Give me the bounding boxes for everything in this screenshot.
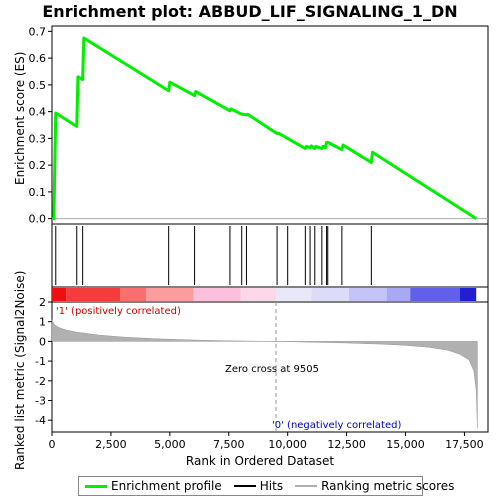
legend-label-enrichment: Enrichment profile bbox=[111, 479, 222, 493]
gradient-segment bbox=[146, 288, 194, 301]
x-axis-label: Rank in Ordered Dataset bbox=[185, 454, 335, 468]
metric-y-tick-label: -2 bbox=[35, 375, 46, 388]
gradient-segment bbox=[386, 288, 411, 301]
legend-swatch-hits bbox=[233, 485, 256, 487]
zero-cross-label: Zero cross at 9505 bbox=[225, 364, 319, 375]
metric-y-tick-label: 2 bbox=[39, 296, 46, 309]
es-y-axis-label: Enrichment score (ES) bbox=[13, 51, 27, 185]
legend-label-ranking: Ranking metric scores bbox=[321, 479, 455, 493]
hits-panel bbox=[51, 223, 489, 288]
es-y-tick-label: 0.4 bbox=[29, 106, 47, 119]
metric-y-tick-label: -3 bbox=[35, 394, 46, 407]
legend-item-hits: Hits bbox=[233, 479, 284, 493]
negative-correlated-label: '0' (negatively correlated) bbox=[272, 420, 401, 431]
es-y-tick-label: 0.0 bbox=[29, 213, 47, 226]
metric-y-tick-label: -4 bbox=[35, 414, 46, 427]
metric-y-axis-label: Ranked list metric (Signal2Noise) bbox=[13, 270, 27, 470]
legend-item-enrichment: Enrichment profile bbox=[85, 479, 222, 493]
gradient-segment bbox=[52, 288, 67, 301]
legend-item-ranking: Ranking metric scores bbox=[295, 479, 454, 493]
es-panel: 0.0 0.1 0.2 0.3 0.4 0.5 0.6 0.7 bbox=[29, 25, 489, 226]
es-y-tick-label: 0.3 bbox=[29, 132, 47, 145]
enrichment-profile-line bbox=[52, 36, 478, 221]
gradient-segment bbox=[459, 288, 477, 301]
legend-label-hits: Hits bbox=[259, 479, 284, 493]
hits-frame bbox=[51, 223, 489, 288]
metric-y-tick-label: 1 bbox=[39, 316, 46, 329]
x-tick-label: 5,000 bbox=[154, 438, 186, 451]
legend: Enrichment profile Hits Ranking metric s… bbox=[78, 476, 454, 496]
legend-swatch-enrichment bbox=[85, 484, 107, 488]
x-tick-label: 12,500 bbox=[327, 438, 366, 451]
gradient-segment bbox=[240, 288, 277, 301]
gradient-segment bbox=[193, 288, 241, 301]
es-y-tick-label: 0.7 bbox=[29, 25, 47, 38]
chart-title: Enrichment plot: ABBUD_LIF_SIGNALING_1_D… bbox=[42, 2, 458, 21]
x-tick-label: 0 bbox=[49, 438, 56, 451]
es-y-tick-label: 0.2 bbox=[29, 159, 47, 172]
metric-y-tick-label: 0 bbox=[39, 335, 46, 348]
x-tick-label: 15,000 bbox=[386, 438, 425, 451]
x-tick-label: 2,500 bbox=[95, 438, 127, 451]
ranking-metric-area bbox=[51, 319, 478, 429]
gradient-segment bbox=[311, 288, 349, 301]
es-y-tick-label: 0.5 bbox=[29, 79, 47, 92]
gradient-bar bbox=[51, 286, 489, 303]
es-y-tick-label: 0.6 bbox=[29, 52, 47, 65]
gradient-segment bbox=[410, 288, 460, 301]
legend-swatch-ranking bbox=[295, 485, 318, 487]
gradient-segment bbox=[120, 288, 147, 301]
x-tick-label: 7,500 bbox=[213, 438, 245, 451]
metric-frame bbox=[51, 301, 489, 433]
positive-correlated-label: '1' (positively correlated) bbox=[56, 306, 181, 317]
es-plot-frame bbox=[51, 25, 489, 225]
gradient-segment bbox=[276, 288, 312, 301]
metric-panel: 210-1-2-3-40 2,500 5,000 7,500 10,000 12,500 1… bbox=[35, 296, 489, 451]
x-tick-label: 10,000 bbox=[268, 438, 307, 451]
metric-y-tick-label: -1 bbox=[35, 355, 46, 368]
x-tick-label: 17,500 bbox=[445, 438, 484, 451]
gradient-segment bbox=[66, 288, 121, 301]
es-y-tick-label: 0.1 bbox=[29, 186, 47, 199]
gradient-segment bbox=[348, 288, 387, 301]
